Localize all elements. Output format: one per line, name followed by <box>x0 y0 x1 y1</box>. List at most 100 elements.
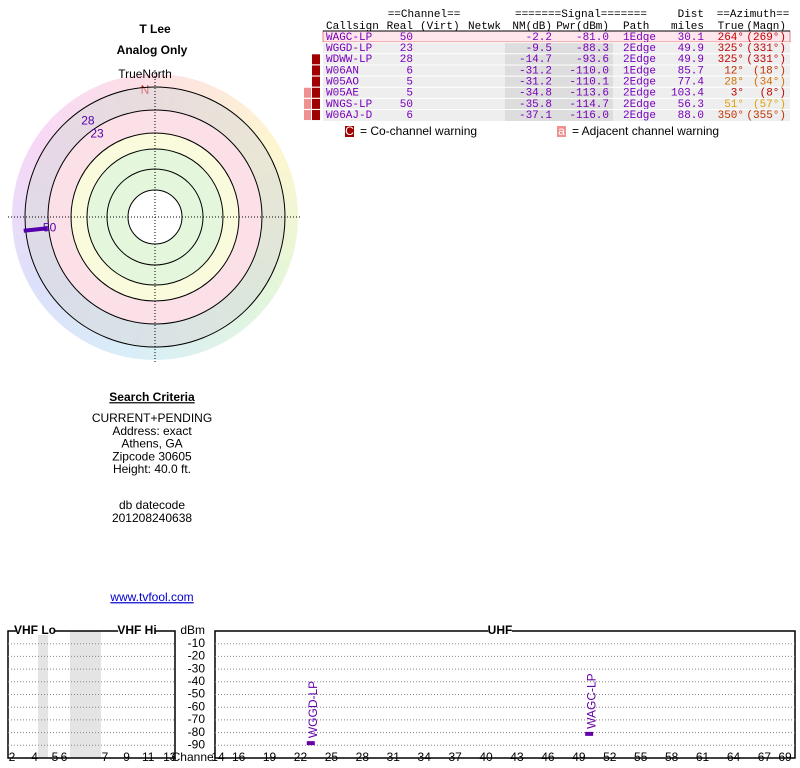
column-header: True <box>718 21 744 33</box>
cell-magn: (57°) <box>753 99 786 111</box>
column-header: Path <box>623 21 649 33</box>
cell-true: 325° <box>718 43 744 55</box>
cell-path: 2Edge <box>623 99 656 111</box>
y-tick-label: -60 <box>188 699 206 713</box>
cochannel-icon <box>312 65 320 76</box>
title-gap <box>488 627 512 635</box>
mode: Analog Only <box>117 43 188 57</box>
cell-magn: (34°) <box>753 77 786 89</box>
channel-axis-label: Channel <box>172 750 217 764</box>
cell-true: 12° <box>724 65 744 77</box>
x-tick-label: 14 <box>211 750 225 764</box>
cell-pwr: -114.7 <box>569 99 609 111</box>
y-tick-label: -80 <box>188 725 206 739</box>
cell-pwr: -110.0 <box>569 65 609 77</box>
cell-miles: 77.4 <box>678 77 705 89</box>
y-tick-label: -90 <box>188 737 206 751</box>
cell-nm: -2.2 <box>526 32 552 44</box>
x-tick-label: 2 <box>9 750 16 764</box>
signal-bar <box>306 741 315 746</box>
legend-text: = Adjacent channel warning <box>572 124 719 138</box>
x-tick-label: 37 <box>448 750 462 764</box>
cell-real: 50 <box>400 99 413 111</box>
cell-true: 325° <box>718 54 744 66</box>
band-title: VHF Hi <box>117 623 156 637</box>
adjacent-icon <box>304 110 311 121</box>
y-tick-label: -30 <box>188 661 206 675</box>
db-title: db datecode <box>119 498 185 512</box>
cell-path: 2Edge <box>623 54 656 66</box>
unit-label: dBm <box>180 623 205 637</box>
legend-text: = Co-channel warning <box>360 124 477 138</box>
x-tick-label: 55 <box>634 750 648 764</box>
band-title: UHF <box>488 623 513 637</box>
bar-label: WGGD-LP <box>306 681 320 738</box>
cell-nm: -31.2 <box>519 77 552 89</box>
x-tick-label: 28 <box>356 750 370 764</box>
x-tick-label: 49 <box>572 750 586 764</box>
cell-true: 3° <box>731 88 744 100</box>
db-code: 201208240638 <box>112 511 192 525</box>
cell-callsign: WNGS-LP <box>326 99 373 111</box>
legend-icon: C <box>345 124 354 138</box>
cell-path: 2Edge <box>623 43 656 55</box>
cell-callsign: WDWW-LP <box>326 54 373 66</box>
cell-nm: -9.5 <box>526 43 552 55</box>
x-tick-label: 46 <box>541 750 555 764</box>
x-tick-label: 9 <box>123 750 130 764</box>
gap-band <box>38 631 48 758</box>
x-tick-label: 61 <box>696 750 710 764</box>
x-tick-label: 52 <box>603 750 617 764</box>
cell-callsign: WGGD-LP <box>326 43 373 55</box>
cell-callsign: W06AJ-D <box>326 110 373 122</box>
group-header: ==Channel== <box>388 9 461 21</box>
adjacent-icon <box>557 126 566 137</box>
cochannel-icon <box>312 110 320 121</box>
x-tick-label: 5 <box>52 750 59 764</box>
column-header: Real <box>387 21 413 33</box>
cell-real: 28 <box>400 54 413 66</box>
adjacent-icon <box>304 98 311 109</box>
cell-pwr: -93.6 <box>576 54 609 66</box>
adjacent-icon <box>304 87 311 98</box>
cell-true: 350° <box>718 110 744 122</box>
x-tick-label: 69 <box>778 750 792 764</box>
cell-real: 5 <box>406 77 413 89</box>
cell-pwr: -110.1 <box>569 77 609 89</box>
cochannel-icon <box>312 98 320 109</box>
column-header: (Virt) <box>420 21 460 33</box>
x-tick-label: 58 <box>665 750 679 764</box>
cell-callsign: W06AN <box>326 65 359 77</box>
x-tick-label: 11 <box>142 750 155 764</box>
x-tick-label: 64 <box>727 750 741 764</box>
cell-magn: (355°) <box>746 110 786 122</box>
x-tick-label: 16 <box>232 750 246 764</box>
criteria-title: Search Criteria <box>109 390 195 404</box>
cell-magn: (269°) <box>746 32 786 44</box>
x-tick-label: 19 <box>263 750 277 764</box>
x-tick-label: 40 <box>479 750 493 764</box>
x-tick-label: 34 <box>418 750 432 764</box>
column-header: Netwk <box>468 21 501 33</box>
column-header: NM(dB) <box>512 21 552 33</box>
x-tick-label: 7 <box>102 750 109 764</box>
cell-real: 5 <box>406 88 413 100</box>
cell-miles: 49.9 <box>678 54 704 66</box>
cell-miles: 103.4 <box>671 88 704 100</box>
cell-true: 28° <box>724 77 744 89</box>
name: T Lee <box>139 22 171 36</box>
site-link[interactable]: www.tvfool.com <box>109 590 193 604</box>
cell-nm: -34.8 <box>519 88 552 100</box>
criteria-line: Height: 40.0 ft. <box>113 462 191 476</box>
cell-callsign: W05AE <box>326 88 359 100</box>
criteria-line: Address: exact <box>112 424 192 438</box>
y-tick-label: -50 <box>188 687 206 701</box>
cell-miles: 85.7 <box>678 65 704 77</box>
cell-path: 2Edge <box>623 77 656 89</box>
group-header: Dist <box>678 9 704 21</box>
cell-pwr: -81.0 <box>576 32 609 44</box>
criteria-line: Athens, GA <box>121 437 182 451</box>
cochannel-icon <box>312 76 320 87</box>
x-tick-label: 6 <box>61 750 68 764</box>
